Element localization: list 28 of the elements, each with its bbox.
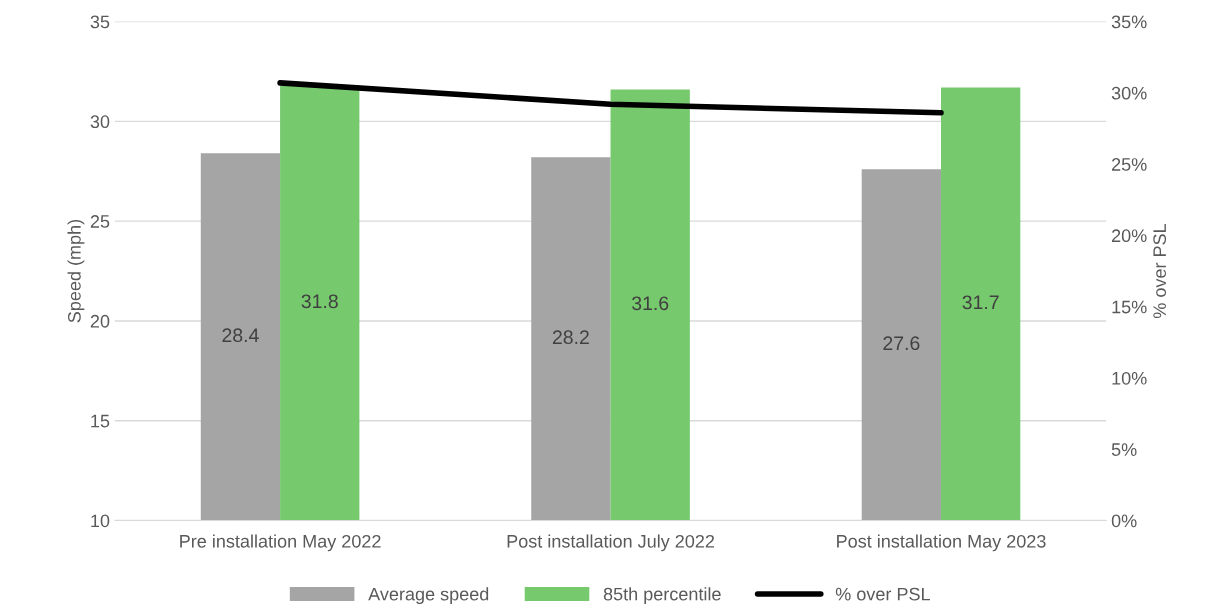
y-tick-label: 25 <box>90 215 110 228</box>
y2-tick-label: 25% <box>1112 158 1147 171</box>
legend-label: 85th percentile <box>603 587 721 605</box>
data-label: 31.6 <box>632 296 669 311</box>
x-tick-label: Post installation July 2022 <box>507 534 715 552</box>
y-axis-title: Speed (mph) <box>67 219 85 323</box>
legend-label: Average speed <box>368 587 489 605</box>
y2-tick-label: 30% <box>1111 86 1147 100</box>
data-label: 31.7 <box>962 295 999 310</box>
y2-axis-title: % over PSL <box>1153 223 1167 319</box>
y2-tick-label: 0% <box>1111 514 1137 528</box>
y-tick-label: 15 <box>91 414 110 428</box>
data-label: 27.6 <box>883 336 920 351</box>
data-label: 28.2 <box>552 330 589 345</box>
y-tick-label: 30 <box>90 115 110 129</box>
y2-tick-label: 20% <box>1112 229 1147 243</box>
y2-tick-label: 5% <box>1111 443 1137 456</box>
x-tick-label: Pre installation May 2022 <box>180 534 381 552</box>
y2-tick-label: 10% <box>1112 371 1147 385</box>
y2-tick-label: 15% <box>1112 300 1147 314</box>
y2-tick-label: 35% <box>1111 15 1147 29</box>
data-label: 28.4 <box>222 328 259 343</box>
y-tick-label: 20 <box>90 314 110 328</box>
data-label: 31.8 <box>301 294 338 309</box>
x-tick-label: Post installation May 2023 <box>837 534 1046 552</box>
y-tick-label: 10 <box>91 514 110 528</box>
legend-label: % over PSL <box>835 587 930 601</box>
y-tick-label: 35 <box>90 15 110 29</box>
